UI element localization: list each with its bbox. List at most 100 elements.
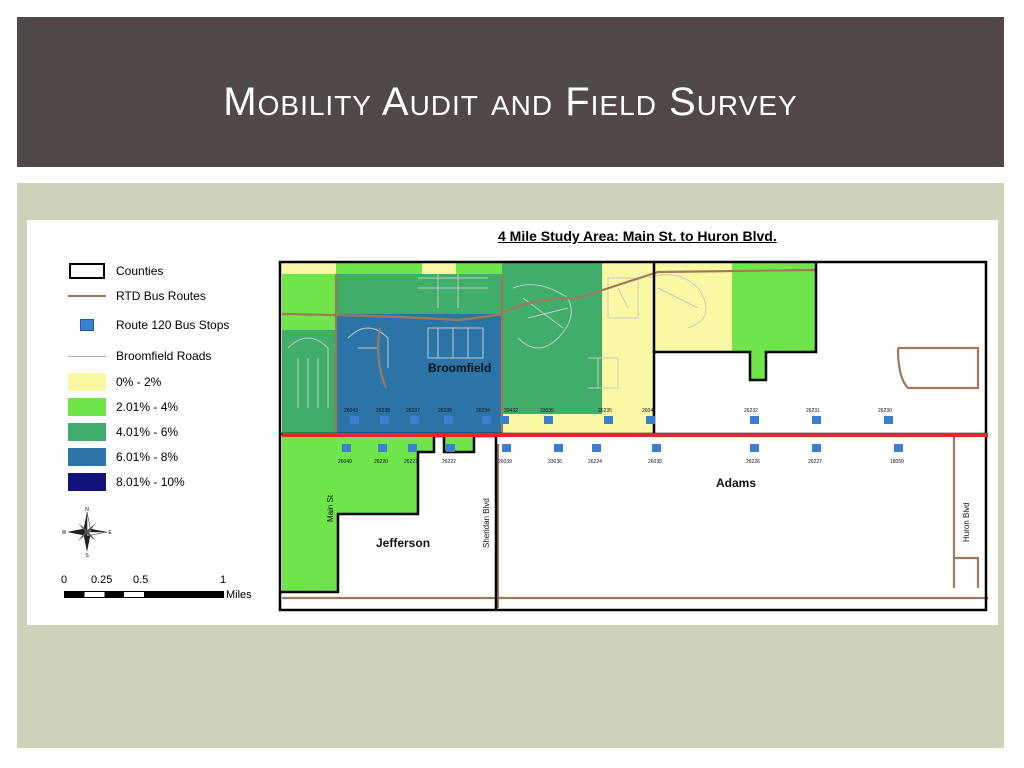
bus-stop-icon	[350, 416, 359, 424]
bus-stop-icon	[544, 416, 553, 424]
stop-label: 26224	[588, 459, 602, 465]
stop-label: 26220	[374, 459, 388, 465]
compass-s: S	[85, 553, 89, 558]
label-sheridan-blvd: Sheridan Blvd	[482, 498, 491, 548]
legend-item-bus-stops: Route 120 Bus Stops	[68, 314, 229, 336]
slide-title: Mobility Audit and Field Survey	[223, 80, 798, 124]
scale-tick-0: 0	[61, 574, 68, 586]
stop-label: 26238	[376, 408, 390, 414]
title-banner: Mobility Audit and Field Survey	[17, 17, 1004, 167]
legend-item-counties: Counties	[68, 260, 163, 282]
zone-green-n2	[456, 262, 502, 274]
legend-label: 2.01% - 4%	[116, 400, 179, 414]
stop-label: 26235	[598, 408, 612, 414]
compass-e: E	[108, 530, 112, 536]
stop-label: 26041	[642, 408, 656, 414]
zone-yellow-east	[602, 262, 732, 352]
stop-label: 26237	[406, 408, 420, 414]
label-adams: Adams	[716, 476, 756, 490]
zone-green-s2	[418, 436, 434, 452]
label-main-st: Main St	[326, 494, 335, 522]
compass-rose-icon: N E S W	[62, 507, 112, 558]
legend-label: Counties	[116, 264, 164, 278]
label-huron-blvd: Huron Blvd	[962, 502, 971, 542]
stop-label: 33036	[548, 459, 562, 465]
legend-item-band-4: 6.01% - 8%	[68, 446, 178, 468]
zone-green-band	[502, 414, 552, 434]
bus-stop-icon	[500, 416, 509, 424]
scale-tick-1: 0.25	[91, 574, 113, 586]
bus-stop-icon	[592, 444, 601, 452]
zone-yellow-n1	[422, 262, 456, 274]
zone-lightgreen-east	[732, 262, 816, 352]
zone-green-sw	[282, 436, 338, 592]
color-swatch	[68, 373, 106, 391]
stop-label: 26043	[344, 408, 358, 414]
bus-stop-icon	[604, 416, 613, 424]
legend-item-band-1: 0% - 2%	[68, 371, 161, 393]
zone-yellow-nw	[282, 262, 336, 274]
stop-label: 26231	[806, 408, 820, 414]
color-swatch	[68, 448, 106, 466]
bus-stop-icon	[444, 416, 453, 424]
stop-label: 33432	[504, 408, 518, 414]
zone-green-n1	[336, 262, 422, 274]
legend-label: 4.01% - 6%	[116, 425, 179, 439]
legend-item-band-3: 4.01% - 6%	[68, 421, 178, 443]
bus-stop-icon	[884, 416, 893, 424]
legend-item-band-5: 8.01% - 10%	[68, 471, 185, 493]
bus-route-swatch	[68, 295, 106, 297]
stop-label: 26232	[744, 408, 758, 414]
bus-stop-icon	[750, 416, 759, 424]
bus-stop-icon	[750, 444, 759, 452]
bus-stop-icon	[342, 444, 351, 452]
color-swatch	[68, 423, 106, 441]
legend-item-bus-routes: RTD Bus Routes	[68, 285, 206, 307]
stop-label: 26222	[442, 459, 456, 465]
zone-lightgreen-notch	[750, 352, 766, 380]
stop-label: 26230	[878, 408, 892, 414]
stop-label: 26039	[498, 459, 512, 465]
study-corridor-line	[282, 433, 988, 437]
legend-item-band-2: 2.01% - 4%	[68, 396, 178, 418]
legend-item-roads: Broomfield Roads	[68, 345, 211, 367]
stop-label: 26038	[648, 459, 662, 465]
scale-tick-3: 1	[220, 574, 227, 586]
stop-label: 26234	[476, 408, 490, 414]
map-title: 4 Mile Study Area: Main St. to Huron Blv…	[498, 228, 777, 244]
compass-n: N	[85, 507, 89, 513]
bus-stops-north: 26043 26238 26237 26236 26234 33432 3303…	[344, 408, 893, 424]
scale-tick-2: 0.5	[133, 574, 149, 586]
bus-stop-icon	[894, 444, 903, 452]
bus-stop-icon	[482, 416, 491, 424]
stop-label: 26226	[746, 459, 760, 465]
legend-label: 0% - 2%	[116, 375, 162, 389]
legend-label: 6.01% - 8%	[116, 450, 179, 464]
bus-stop-icon	[80, 319, 94, 331]
scale-unit: Miles	[226, 589, 252, 601]
bus-stop-icon	[380, 416, 389, 424]
legend-label: Route 120 Bus Stops	[116, 318, 230, 332]
color-swatch	[68, 398, 106, 416]
compass-w: W	[62, 530, 67, 536]
road-swatch	[68, 355, 106, 357]
scale-bar	[64, 591, 224, 598]
color-swatch	[68, 473, 106, 491]
bus-stop-icon	[502, 444, 511, 452]
study-area-map: Broomfield Jefferson Adams Main St Sheri…	[278, 258, 988, 614]
bus-stop-icon	[812, 416, 821, 424]
label-jefferson: Jefferson	[376, 536, 430, 550]
legend-label: RTD Bus Routes	[116, 289, 206, 303]
bus-stop-icon	[446, 444, 455, 452]
label-broomfield: Broomfield	[428, 361, 491, 375]
stop-label: 26227	[808, 459, 822, 465]
bus-stop-icon	[410, 416, 419, 424]
zone-teal-north	[336, 274, 502, 314]
bus-stop-icon	[378, 444, 387, 452]
stop-label: 26040	[338, 459, 352, 465]
bus-stop-icon	[652, 444, 661, 452]
bus-stop-icon	[646, 416, 655, 424]
legend-label: Broomfield Roads	[116, 349, 212, 363]
stop-label: 26221	[404, 459, 418, 465]
zone-blue-broomfield	[336, 314, 502, 434]
